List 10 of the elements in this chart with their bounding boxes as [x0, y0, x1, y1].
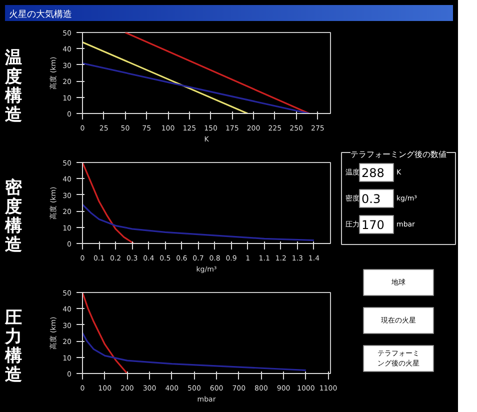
- text: 密度構造: [5, 178, 22, 255]
- text: 圧力構造: [5, 308, 22, 385]
- line-series: [82, 332, 307, 372]
- text: 288: [362, 166, 384, 180]
- text: 170: [362, 218, 384, 232]
- text: 火星の大気構造: [8, 8, 73, 22]
- text: 0.3: [362, 192, 381, 206]
- text: 温度構造: [5, 48, 22, 125]
- text: テラフォーミング後の数値: [350, 150, 446, 159]
- line-series: [82, 204, 315, 242]
